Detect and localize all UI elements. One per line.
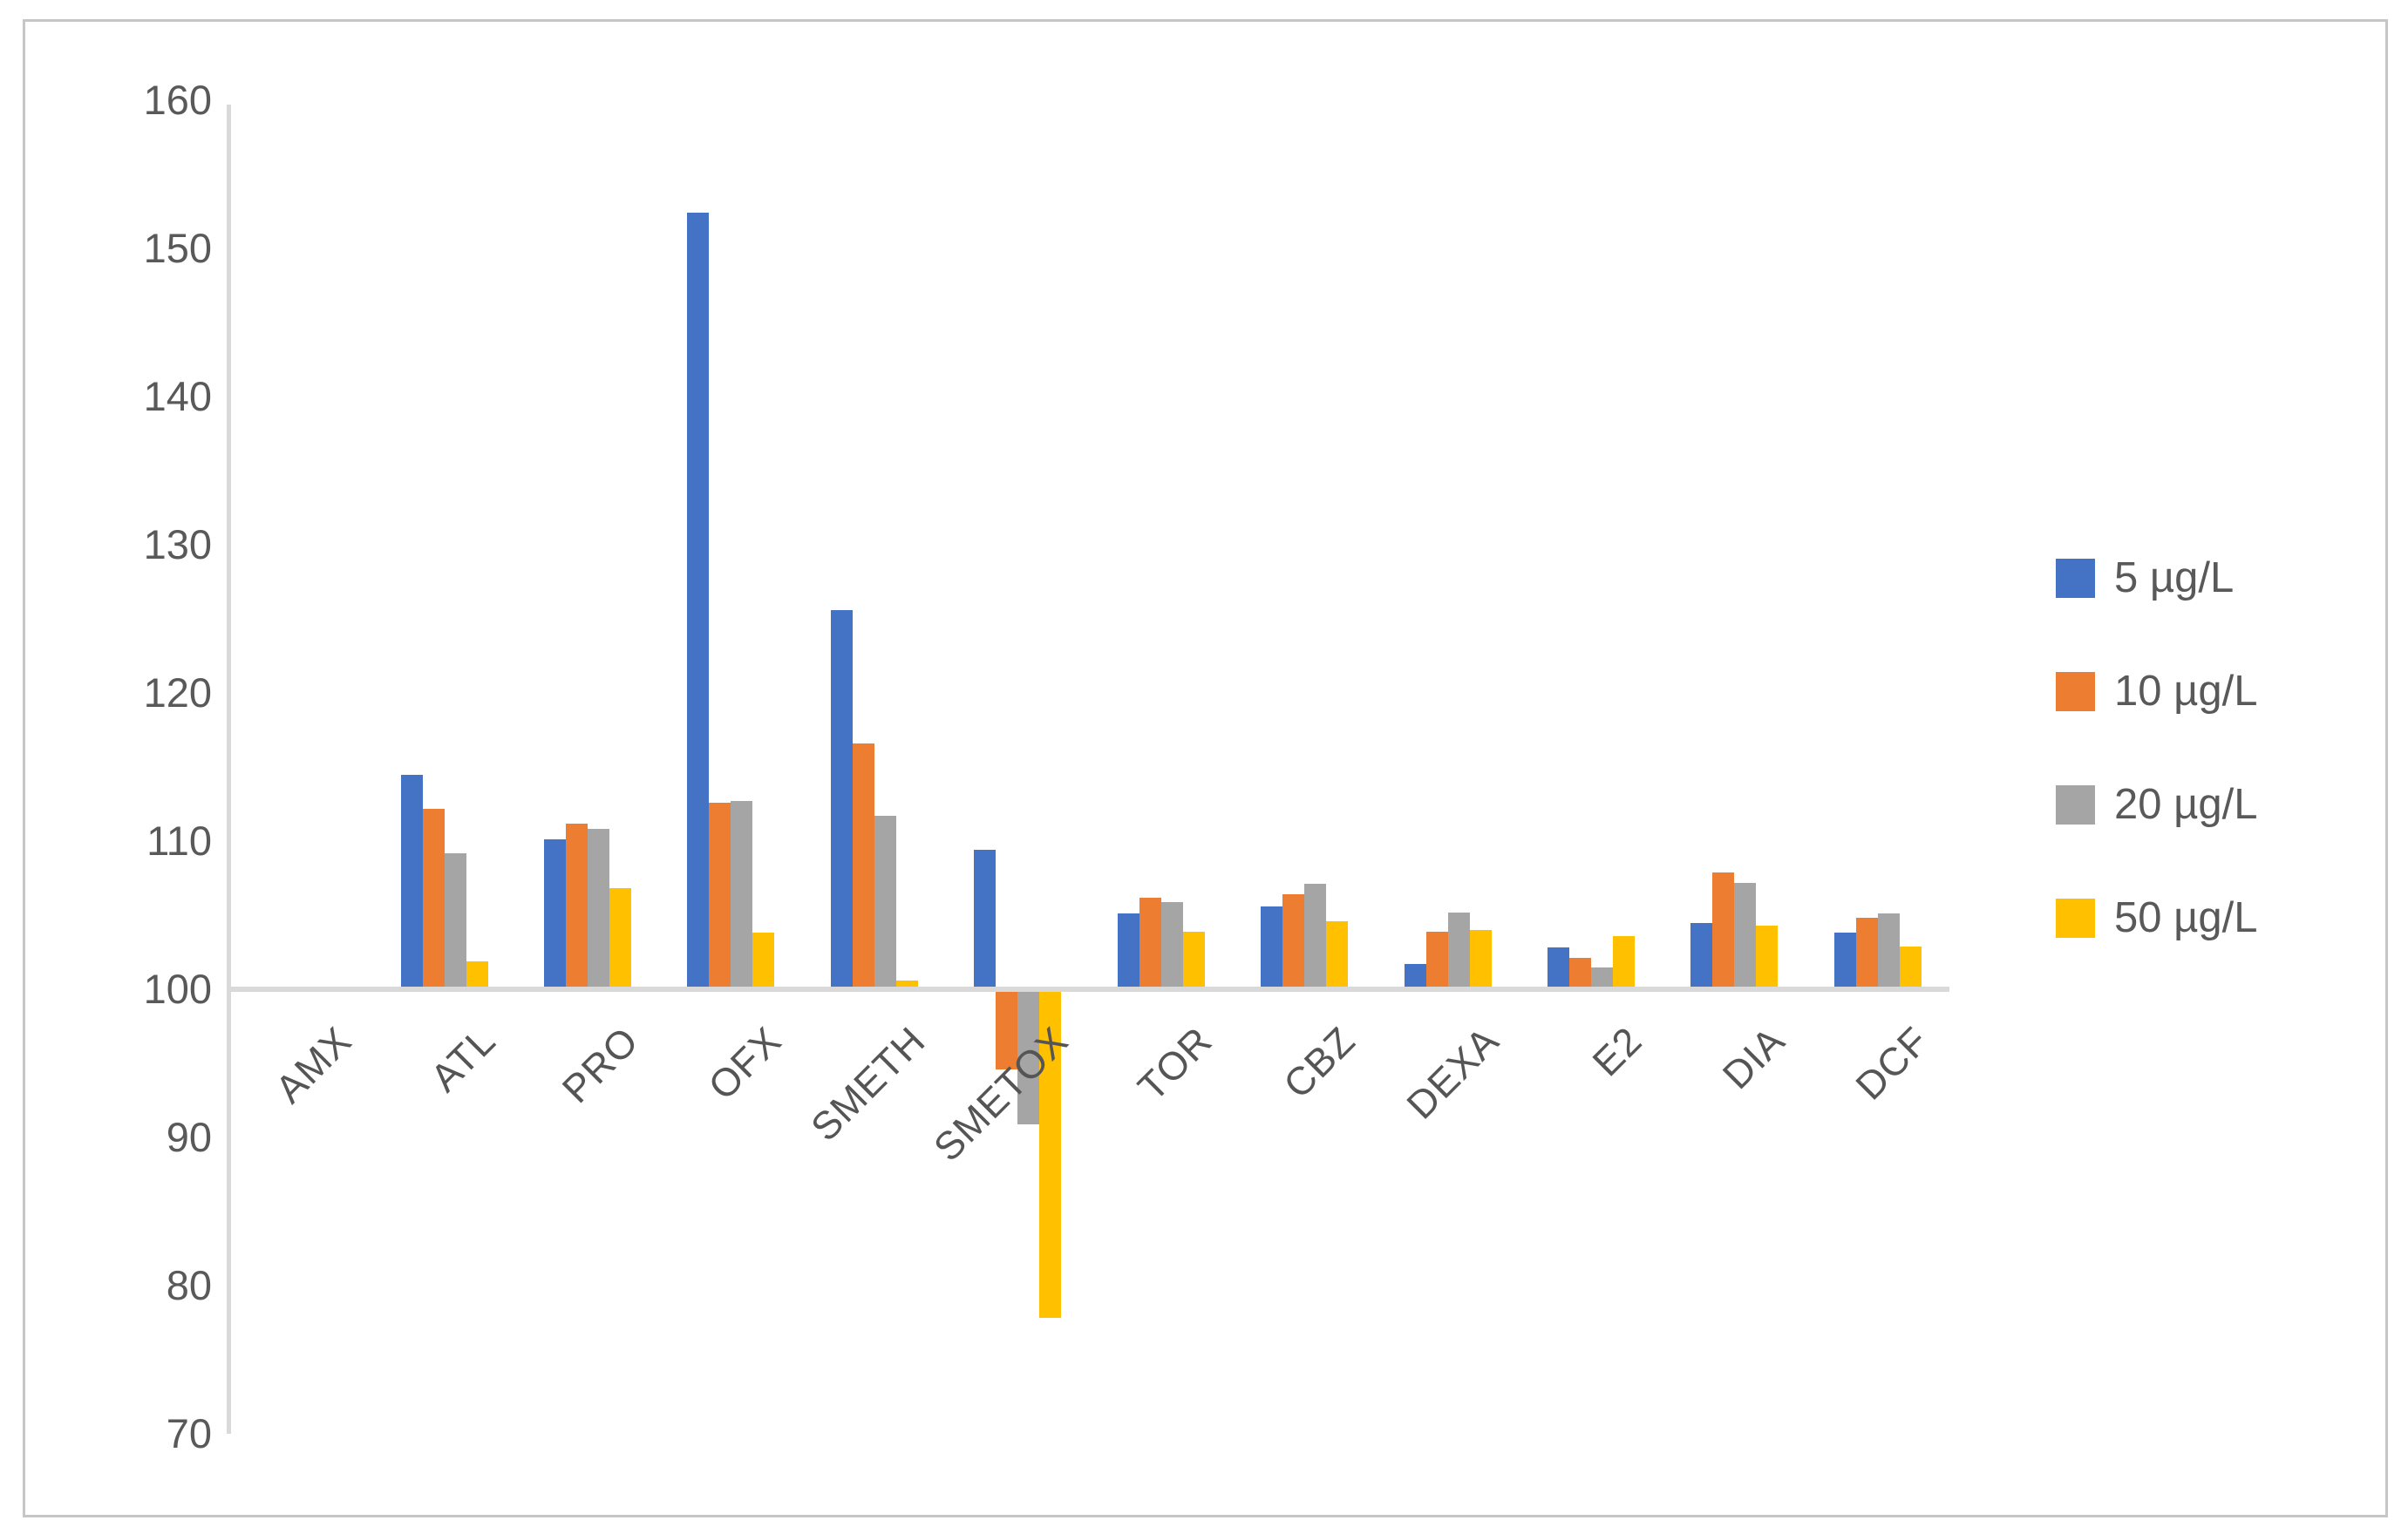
bar-5µg/L-OFX [687,213,710,989]
legend-swatch [2056,784,2095,825]
category-label: E2 [1583,1018,1651,1085]
y-tick-label: 100 [143,966,212,1012]
bar-50µg/L-DEXA [1469,930,1492,989]
bar-20µg/L-DCF [1877,913,1900,989]
category-label: CBZ [1275,1018,1364,1107]
legend-item: 50 µg/L [2056,891,2257,945]
chart-frame [23,19,2388,1517]
bar-5µg/L-ATL [400,774,423,989]
legend-swatch [2056,671,2095,711]
legend-label: 50 µg/L [2114,894,2258,941]
bar-20µg/L-SMETH [874,816,896,989]
bar-5µg/L-E2 [1547,947,1569,989]
category-label: TOR [1128,1018,1221,1110]
y-tick-label: 110 [146,818,212,864]
bar-10µg/L-ATL [422,808,445,989]
category-label: AMX [267,1018,361,1112]
category-label: SMETH [801,1018,934,1150]
bar-10µg/L-E2 [1568,958,1591,989]
bar-20µg/L-PRO [588,829,610,989]
bar-10µg/L-CBZ [1282,894,1305,989]
bar-5µg/L-DEXA [1404,964,1426,989]
y-tick-label: 80 [166,1262,212,1308]
bar-50µg/L-TOR [1182,931,1205,989]
bar-20µg/L-CBZ [1304,884,1327,989]
bar-20µg/L-TOR [1160,901,1183,989]
bar-50µg/L-DCF [1899,946,1922,989]
bar-5µg/L-TOR [1117,913,1139,989]
bar-50µg/L-E2 [1612,935,1635,989]
legend-item: 20 µg/L [2056,777,2257,831]
legend-item: 10 µg/L [2056,664,2257,718]
category-label: DCF [1847,1018,1937,1109]
bar-5µg/L-SMETOX [974,850,997,989]
category-label: DEXA [1398,1018,1507,1128]
bar-50µg/L-PRO [609,888,632,989]
bar-10µg/L-SMETOX [996,989,1018,1069]
category-label: OFX [699,1018,791,1109]
category-label: ATL [421,1018,504,1101]
bar-50µg/L-OFX [752,933,775,989]
bar-20µg/L-SMETOX [1017,989,1040,1124]
bar-5µg/L-DIA [1690,922,1713,989]
bar-5µg/L-CBZ [1261,906,1283,989]
bar-20µg/L-ATL [444,852,466,989]
bar-10µg/L-PRO [566,823,588,989]
bar-20µg/L-DEXA [1447,912,1470,989]
y-tick-label: 150 [143,225,212,271]
bar-10µg/L-DEXA [1425,931,1448,989]
legend-swatch [2056,558,2095,598]
bar-5µg/L-DCF [1833,933,1856,989]
x-axis-baseline [229,987,1949,992]
legend-item: 5 µg/L [2056,551,2257,605]
legend-swatch [2056,898,2095,938]
legend-label: 10 µg/L [2114,668,2258,715]
category-label: DIA [1714,1018,1794,1098]
bar-50µg/L-SMETH [895,980,918,989]
bar-50µg/L-ATL [466,960,488,989]
bar-10µg/L-OFX [709,802,731,989]
y-tick-label: 90 [166,1114,212,1160]
y-tick-label: 70 [166,1410,212,1456]
bar-10µg/L-SMETH [852,743,874,989]
bar-10µg/L-DIA [1712,872,1735,989]
legend-label: 5 µg/L [2114,554,2235,601]
category-label: PRO [553,1018,648,1112]
bar-50µg/L-CBZ [1326,920,1349,989]
bar-10µg/L-TOR [1139,897,1161,989]
bar-20µg/L-E2 [1590,967,1613,989]
chart-legend: 5 µg/L 10 µg/L 20 µg/L 50 µg/L [2056,551,2257,1004]
legend-label: 20 µg/L [2114,781,2258,828]
bar-50µg/L-SMETOX [1039,989,1062,1319]
y-tick-label: 160 [143,77,212,123]
y-tick-label: 120 [143,669,212,716]
bar-10µg/L-DCF [1855,918,1878,989]
y-axis-line [227,105,231,1434]
bar-20µg/L-DIA [1734,882,1757,989]
bar-50µg/L-DIA [1756,925,1779,989]
bar-20µg/L-OFX [731,801,753,989]
bar-5µg/L-PRO [544,839,567,989]
bar-5µg/L-SMETH [830,609,853,989]
y-tick-label: 130 [143,521,212,567]
y-tick-label: 140 [143,373,212,419]
